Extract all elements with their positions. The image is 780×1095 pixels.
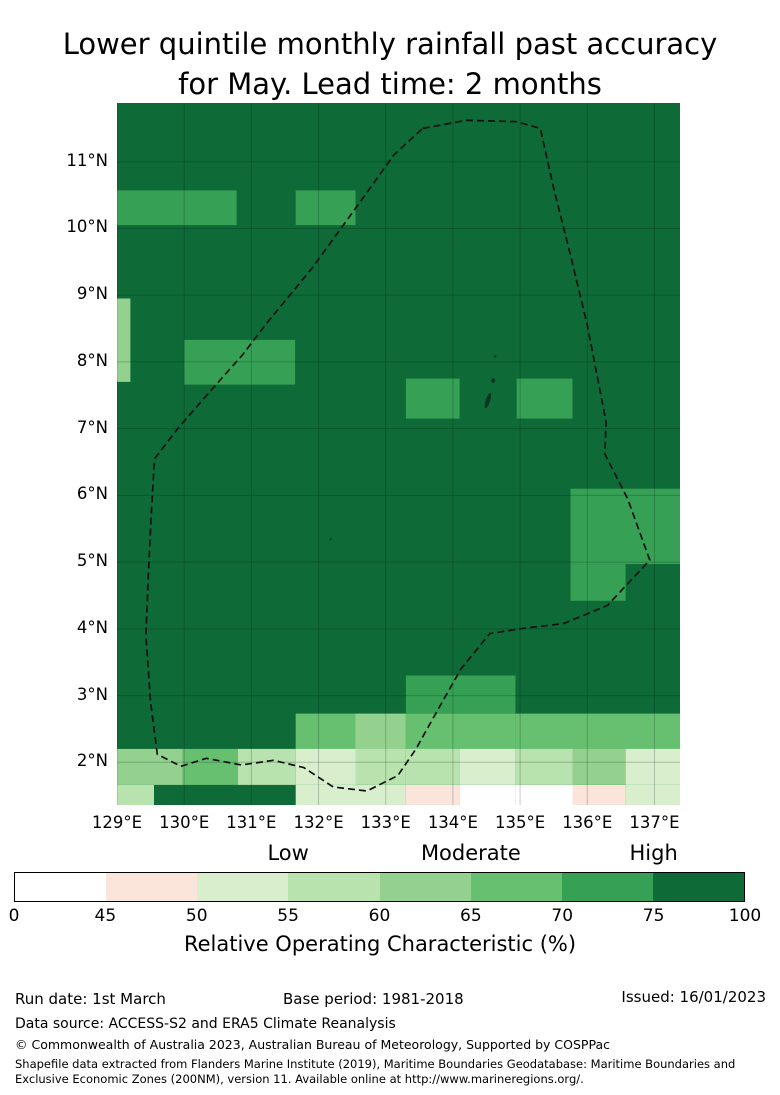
y-tick-label: 11°N	[66, 150, 108, 170]
x-tick-label: 131°E	[226, 813, 277, 832]
colorbar-title: Relative Operating Characteristic (%)	[183, 932, 577, 956]
roc-cell	[459, 785, 516, 805]
x-tick-label: 137°E	[629, 813, 680, 832]
eez-boundary-line	[145, 119, 651, 792]
roc-cell	[405, 675, 516, 714]
colorbar	[14, 872, 745, 902]
copyright-text: © Commonwealth of Australia 2023, Austra…	[15, 1037, 610, 1052]
figure-title-line2: for May. Lead time: 2 months	[178, 67, 602, 101]
island-shape	[484, 392, 492, 409]
roc-cell	[515, 748, 573, 785]
y-tick-label: 8°N	[76, 350, 108, 370]
colorbar-tick-label: 70	[551, 906, 574, 926]
base-period-text: Base period: 1981-2018	[283, 990, 464, 1008]
roc-cell	[117, 190, 237, 226]
colorbar-segment-45-50	[106, 873, 198, 901]
roc-cell	[405, 713, 516, 749]
colorbar-segment-60-65	[379, 873, 471, 901]
roc-cell	[295, 190, 356, 226]
roc-cell	[515, 785, 573, 805]
figure-title-line1: Lower quintile monthly rainfall past acc…	[62, 27, 718, 61]
roc-cell	[459, 748, 516, 785]
x-tick-label: 135°E	[495, 813, 546, 832]
y-tick-label: 4°N	[76, 617, 108, 637]
x-tick-label: 133°E	[360, 813, 411, 832]
roc-cell	[570, 488, 680, 565]
roc-cell	[405, 378, 460, 419]
issued-date-text: Issued: 16/01/2023	[621, 988, 766, 1006]
x-tick-label: 132°E	[293, 813, 344, 832]
roc-cell	[117, 298, 131, 382]
roc-cell	[182, 748, 238, 785]
colorbar-segment-50-55	[197, 873, 289, 901]
colorbar-tick-label: 0	[8, 906, 20, 926]
y-tick-label: 10°N	[66, 217, 108, 237]
colorbar-segment-55-60	[288, 873, 380, 901]
roc-cell	[237, 748, 296, 785]
roc-cell	[405, 748, 460, 785]
colorbar-segment-65-70	[470, 873, 562, 901]
colorbar-tick-label: 60	[368, 906, 391, 926]
y-tick-label: 6°N	[76, 484, 108, 504]
run-date-text: Run date: 1st March	[15, 990, 166, 1008]
colorbar-tick-label: 75	[642, 906, 665, 926]
colorbar-zone-label-moderate: Moderate	[420, 841, 521, 865]
roc-cell	[625, 785, 680, 805]
x-tick-label: 136°E	[562, 813, 613, 832]
roc-cell	[625, 748, 680, 785]
colorbar-tick-label: 55	[277, 906, 299, 926]
x-tick-label: 134°E	[427, 813, 478, 832]
shapefile-credit-line1: Shapefile data extracted from Flanders M…	[15, 1057, 736, 1071]
colorbar-tick-label: 45	[94, 906, 117, 926]
roc-map	[117, 103, 680, 805]
y-tick-label: 3°N	[76, 684, 108, 704]
roc-cell	[117, 748, 183, 785]
roc-map-canvas	[117, 103, 680, 805]
roc-cell	[572, 748, 626, 785]
y-tick-label: 2°N	[76, 751, 108, 771]
colorbar-zone-label-low: Low	[267, 841, 309, 865]
figure-title: Lower quintile monthly rainfall past acc…	[0, 24, 780, 104]
island-shape	[329, 538, 332, 541]
colorbar-segment-0-45	[15, 873, 107, 901]
x-tick-label: 130°E	[159, 813, 210, 832]
colorbar-tick-label: 100	[728, 906, 762, 926]
colorbar-tick-label: 65	[460, 906, 482, 926]
roc-cell	[405, 785, 460, 805]
y-tick-label: 5°N	[76, 551, 108, 571]
colorbar-tick-label: 50	[185, 906, 208, 926]
y-tick-label: 9°N	[76, 284, 108, 304]
roc-cell	[355, 748, 406, 785]
data-source-text: Data source: ACCESS-S2 and ERA5 Climate …	[15, 1016, 396, 1032]
island-shape	[494, 355, 497, 358]
island-shape	[491, 378, 496, 384]
colorbar-segment-70-75	[561, 873, 653, 901]
roc-cell	[117, 785, 154, 805]
roc-cell	[355, 713, 406, 749]
roc-cell	[184, 339, 296, 385]
roc-cell	[515, 713, 680, 749]
roc-cell	[570, 564, 626, 601]
roc-cell	[516, 378, 573, 419]
roc-cell	[295, 713, 356, 749]
roc-cell	[295, 785, 356, 805]
colorbar-zone-label-high: High	[629, 841, 678, 865]
roc-cell	[295, 748, 356, 785]
shapefile-credit-line2: Exclusive Economic Zones (200NM), versio…	[15, 1072, 584, 1086]
roc-cell	[355, 785, 406, 805]
colorbar-segment-75-100	[652, 873, 744, 901]
roc-cell	[572, 785, 626, 805]
y-tick-label: 7°N	[76, 417, 108, 437]
x-tick-label: 129°E	[91, 813, 143, 832]
